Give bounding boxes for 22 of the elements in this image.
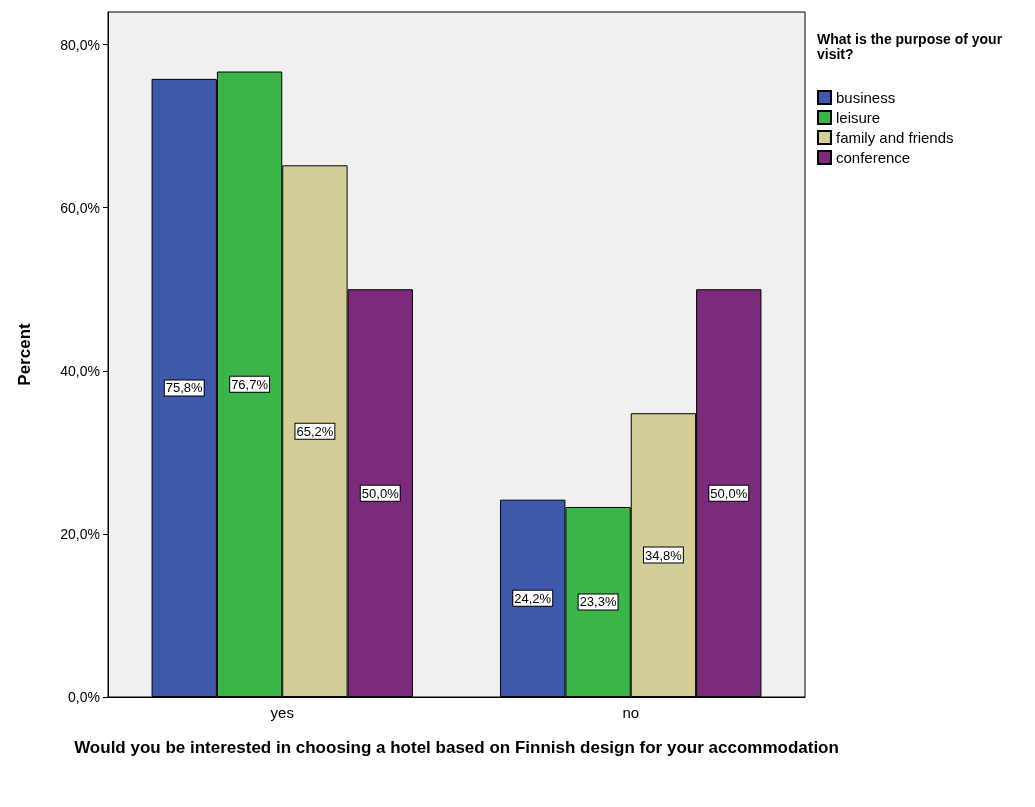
- y-tick-label: 80,0%: [60, 36, 100, 53]
- legend-label: leisure: [836, 109, 881, 126]
- legend-title: What is the purpose of your visit?: [817, 30, 1007, 62]
- x-axis-title: Would you be interested in choosing a hotel based on Finnish design for your accommodation: [74, 737, 839, 757]
- data-label: 75,8%: [165, 380, 204, 396]
- legend-label: business: [836, 89, 896, 106]
- y-tick-label: 0,0%: [68, 689, 100, 705]
- data-label: 50,0%: [361, 485, 400, 501]
- y-tick-label: 60,0%: [60, 199, 100, 216]
- data-label: 76,7%: [231, 376, 269, 392]
- legend-label: conference: [836, 149, 911, 166]
- data-label: 24,2%: [514, 590, 552, 606]
- y-tick-label: 20,0%: [60, 525, 100, 542]
- y-axis-title: Percent: [15, 322, 34, 386]
- data-label: 65,2%: [296, 423, 334, 439]
- y-tick-label: 40,0%: [60, 362, 100, 379]
- legend-label: family and friends: [836, 129, 954, 146]
- x-tick-label: no: [622, 704, 640, 721]
- data-label: 34,8%: [644, 547, 683, 563]
- data-label: 23,3%: [579, 594, 617, 610]
- x-tick-label: yes: [270, 704, 294, 721]
- data-label: 50,0%: [710, 485, 748, 501]
